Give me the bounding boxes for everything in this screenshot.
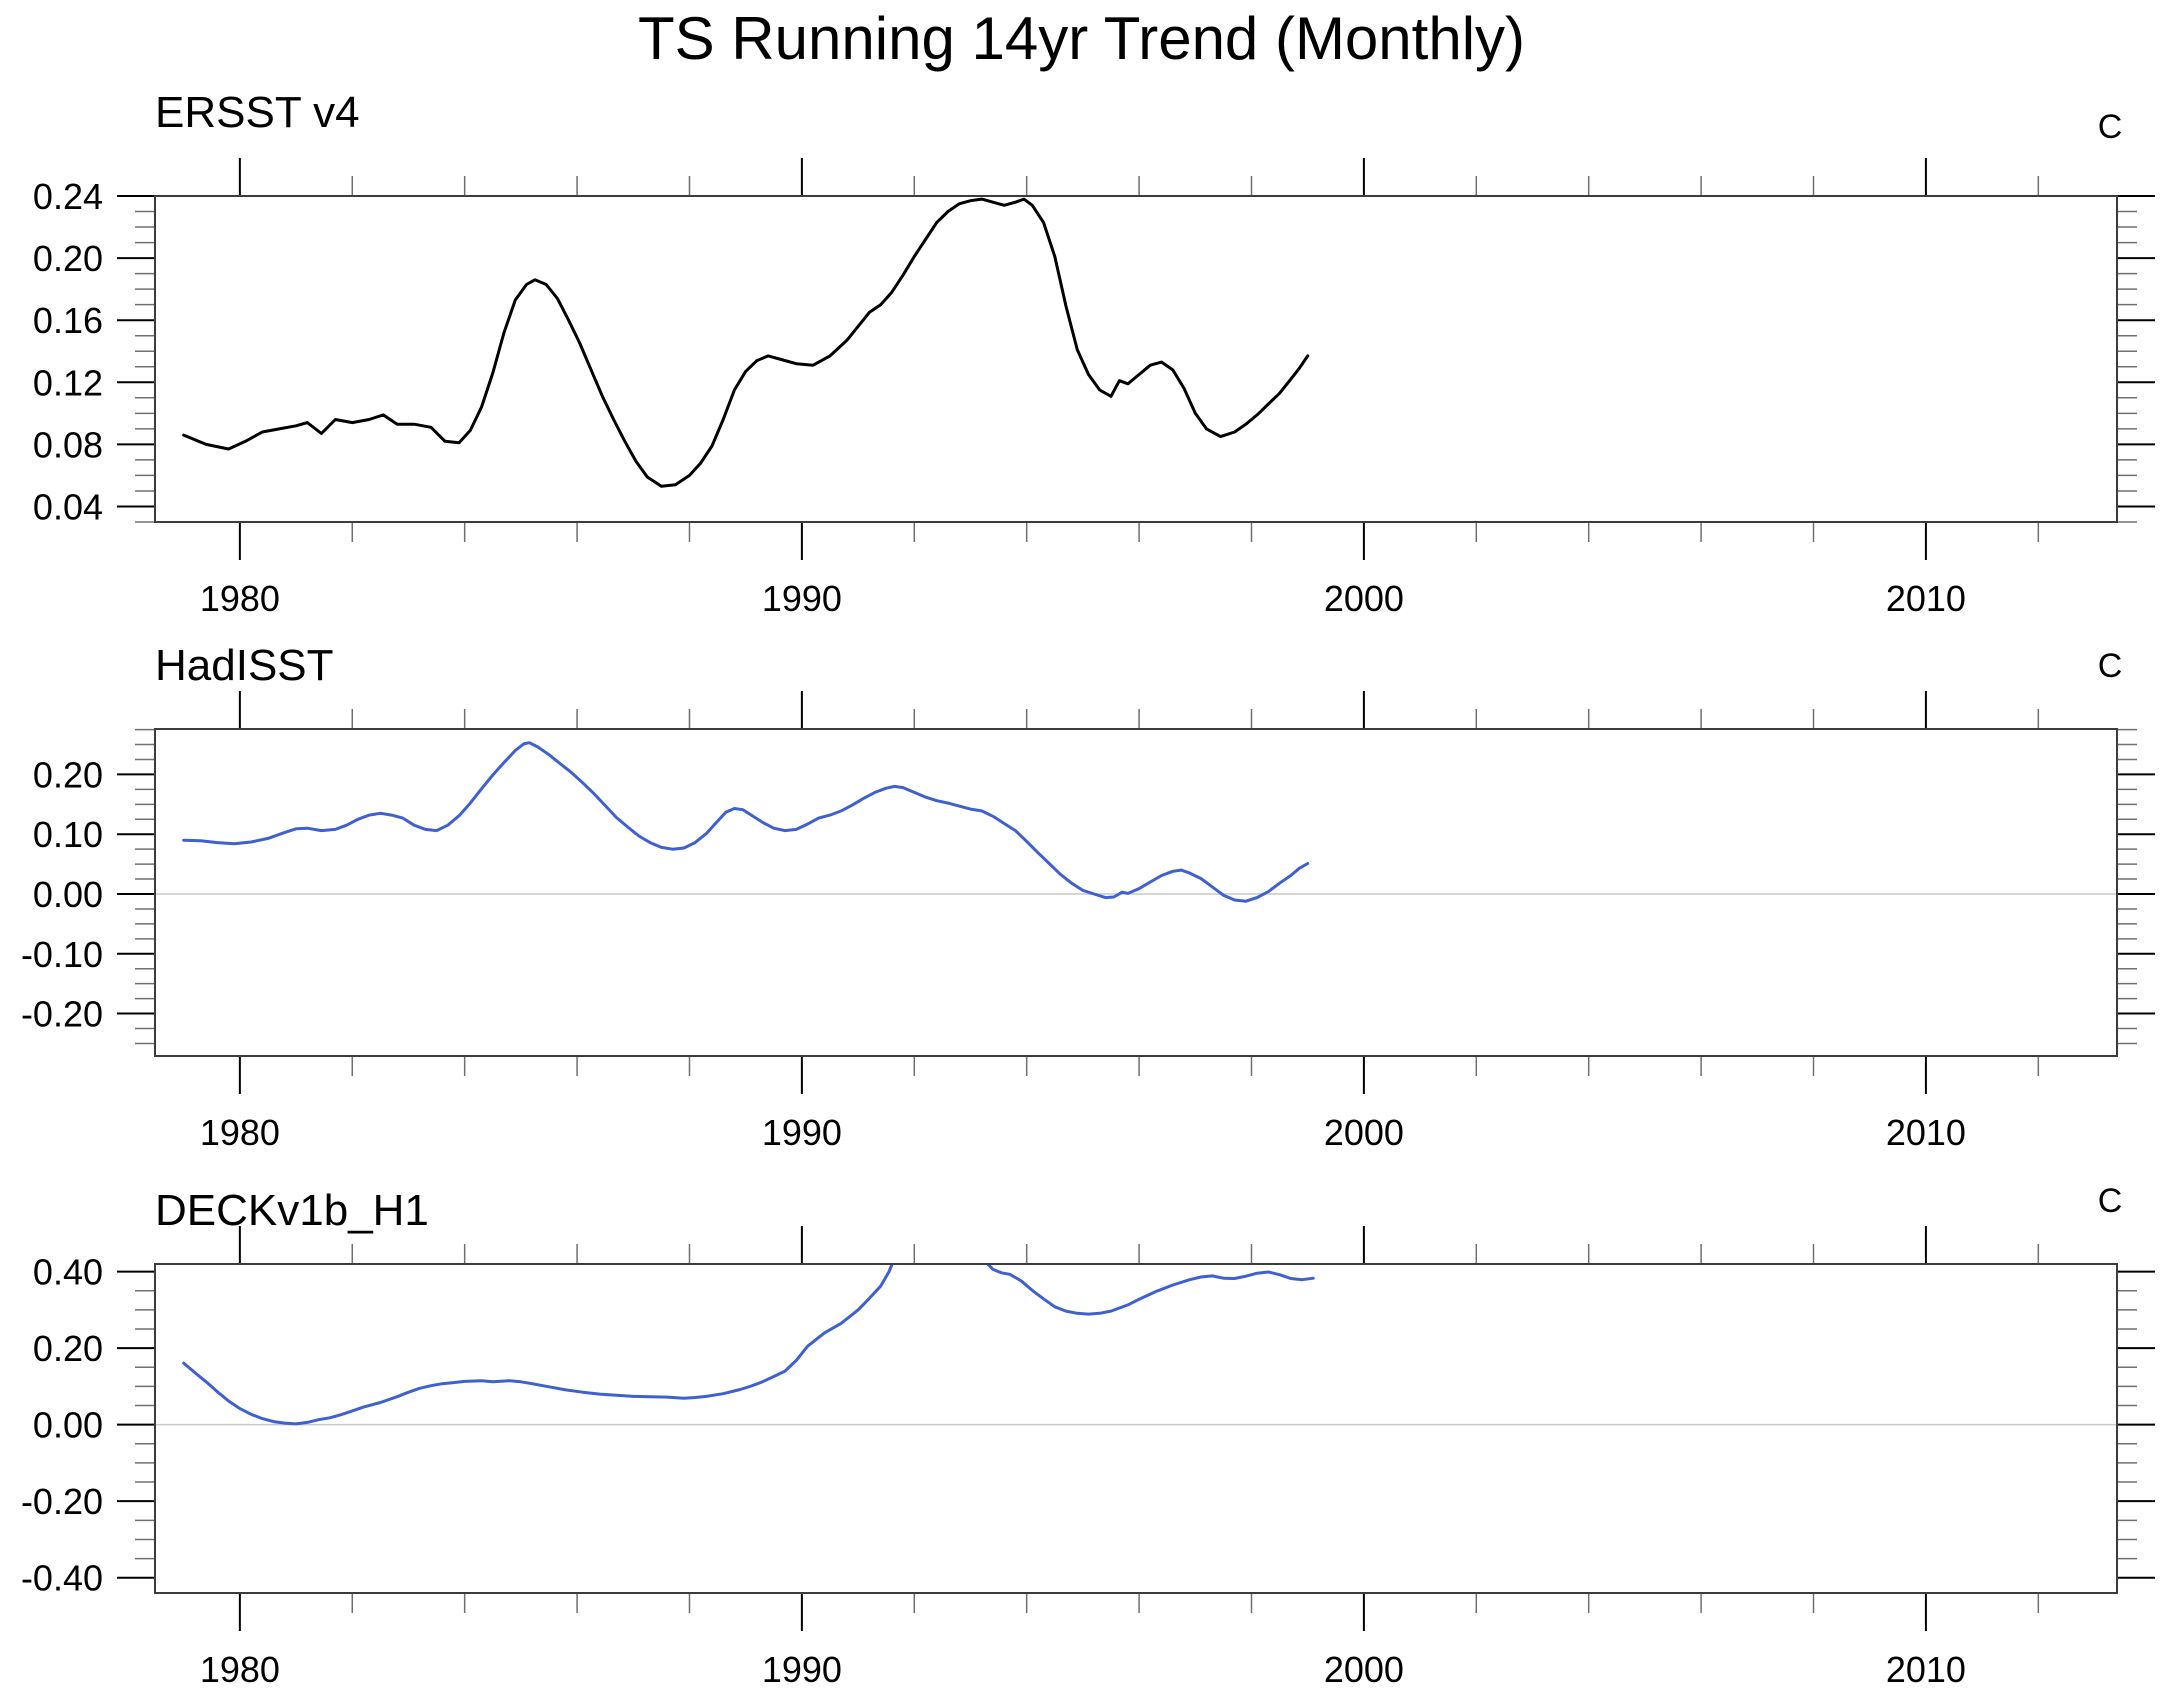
x-tick-label: 1990 — [762, 1649, 842, 1690]
plot-border — [154, 728, 2118, 1057]
series-line-DECKv1b_H1 — [182, 1263, 895, 1426]
figure-title: TS Running 14yr Trend (Monthly) — [637, 5, 1526, 72]
panel-1-unit-label: C — [2097, 108, 2123, 146]
series-line-HadISST — [182, 741, 1310, 903]
panel-1-plot: 1980 1990 2000 2010 0.24 0.20 0.16 0.12 0.08 0.04 — [33, 158, 2155, 619]
y-tick-label: 0.04 — [33, 486, 103, 527]
x-tick-label: 2010 — [1886, 578, 1966, 619]
x-tick-label: 2000 — [1324, 1649, 1404, 1690]
y-tick-label: 0.24 — [33, 176, 103, 217]
y-tick-label: 0.00 — [33, 874, 103, 915]
panel-3-unit-label: C — [2097, 1182, 2123, 1220]
y-tick-label: -0.20 — [21, 994, 103, 1035]
y-tick-label: 0.16 — [33, 300, 103, 341]
y-tick-label: 0.08 — [33, 424, 103, 465]
plot-border — [154, 195, 2118, 523]
y-tick-label: 0.10 — [33, 814, 103, 855]
y-tick-label: -0.40 — [21, 1558, 103, 1599]
x-tick-label: 2010 — [1886, 1112, 1966, 1153]
y-tick-label: -0.10 — [21, 934, 103, 975]
y-tick-label: 0.00 — [33, 1405, 103, 1446]
y-tick-label: 0.12 — [33, 362, 103, 403]
x-tick-label: 2000 — [1324, 578, 1404, 619]
x-tick-label: 1980 — [200, 578, 280, 619]
series-line-ERSST v4 — [182, 197, 1310, 488]
x-tick-label: 2010 — [1886, 1649, 1966, 1690]
panel-title-hadisst: HadISST — [155, 641, 334, 690]
panel-title-deckv1b-h1: DECKv1b_H1 — [155, 1186, 429, 1235]
x-tick-label: 2000 — [1324, 1112, 1404, 1153]
x-tick-label: 1990 — [762, 1112, 842, 1153]
y-tick-label: 0.20 — [33, 1328, 103, 1369]
panel-title-ersst-v4: ERSST v4 — [155, 88, 360, 137]
x-tick-label: 1980 — [200, 1112, 280, 1153]
plot-border — [154, 1263, 2118, 1594]
panel-2-plot: 1980 1990 2000 2010 0.20 0.10 0.00 -0.10 -0.20 — [21, 691, 2155, 1153]
y-tick-label: 0.20 — [33, 238, 103, 279]
x-tick-label: 1980 — [200, 1649, 280, 1690]
panel-2-unit-label: C — [2097, 647, 2123, 685]
y-tick-label: -0.20 — [21, 1481, 103, 1522]
x-tick-label: 1990 — [762, 578, 842, 619]
series-line-DECKv1b_H1 — [984, 1263, 1315, 1316]
panel-3-plot: 1980 1990 2000 2010 0.40 0.20 0.00 -0.20 -0.40 — [21, 1226, 2155, 1690]
y-tick-label: 0.20 — [33, 754, 103, 795]
y-tick-label: 0.40 — [33, 1252, 103, 1293]
